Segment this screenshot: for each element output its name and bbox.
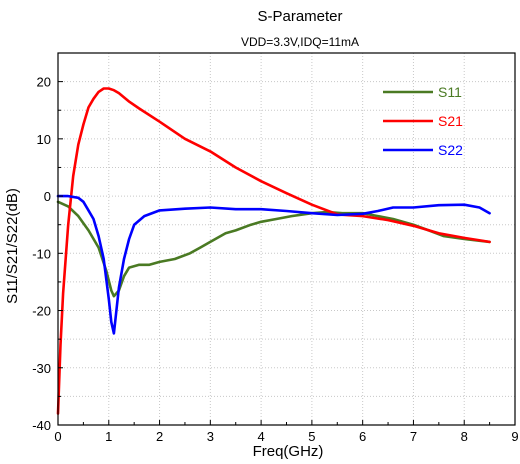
series-line-s22 [56, 194, 491, 335]
x-tick-label: 8 [461, 429, 468, 444]
x-tick-label: 7 [410, 429, 417, 444]
legend: S11 S21 S22 [383, 84, 463, 158]
y-tick-label: -40 [32, 418, 51, 433]
y-tick-label: 20 [37, 75, 51, 90]
x-axis-label: Freq(GHz) [253, 443, 324, 460]
x-tick-label: 3 [207, 429, 214, 444]
x-tick-label: 2 [156, 429, 163, 444]
grid [58, 53, 515, 425]
y-tick-label: -10 [32, 246, 51, 261]
y-tick-label: 10 [37, 132, 51, 147]
legend-label-s22: S22 [438, 142, 463, 158]
y-axis-label: S11/S21/S22(dB) [4, 188, 21, 304]
legend-label-s21: S21 [438, 113, 463, 129]
y-tick-label: -20 [32, 304, 51, 319]
x-tick-label: 6 [359, 429, 366, 444]
plot-frame [57, 52, 516, 426]
x-tick-label: 4 [257, 429, 264, 444]
ticks: 0 1 2 3 4 5 6 7 8 9 -40 -30 -20 -10 0 10 20 [32, 75, 518, 444]
series-line-s21 [56, 87, 491, 415]
y-tick-label: -30 [32, 361, 51, 376]
series-lines [56, 87, 491, 415]
x-tick-label: 5 [308, 429, 315, 444]
x-tick-label: 9 [511, 429, 518, 444]
x-tick-label: 1 [105, 429, 112, 444]
x-tick-label: 0 [54, 429, 61, 444]
chart-subtitle: VDD=3.3V,IDQ=11mA [241, 35, 359, 49]
y-tick-label: 0 [44, 189, 51, 204]
chart-title: S-Parameter [257, 8, 342, 25]
legend-label-s11: S11 [438, 84, 462, 100]
series-line-s11 [56, 200, 491, 298]
